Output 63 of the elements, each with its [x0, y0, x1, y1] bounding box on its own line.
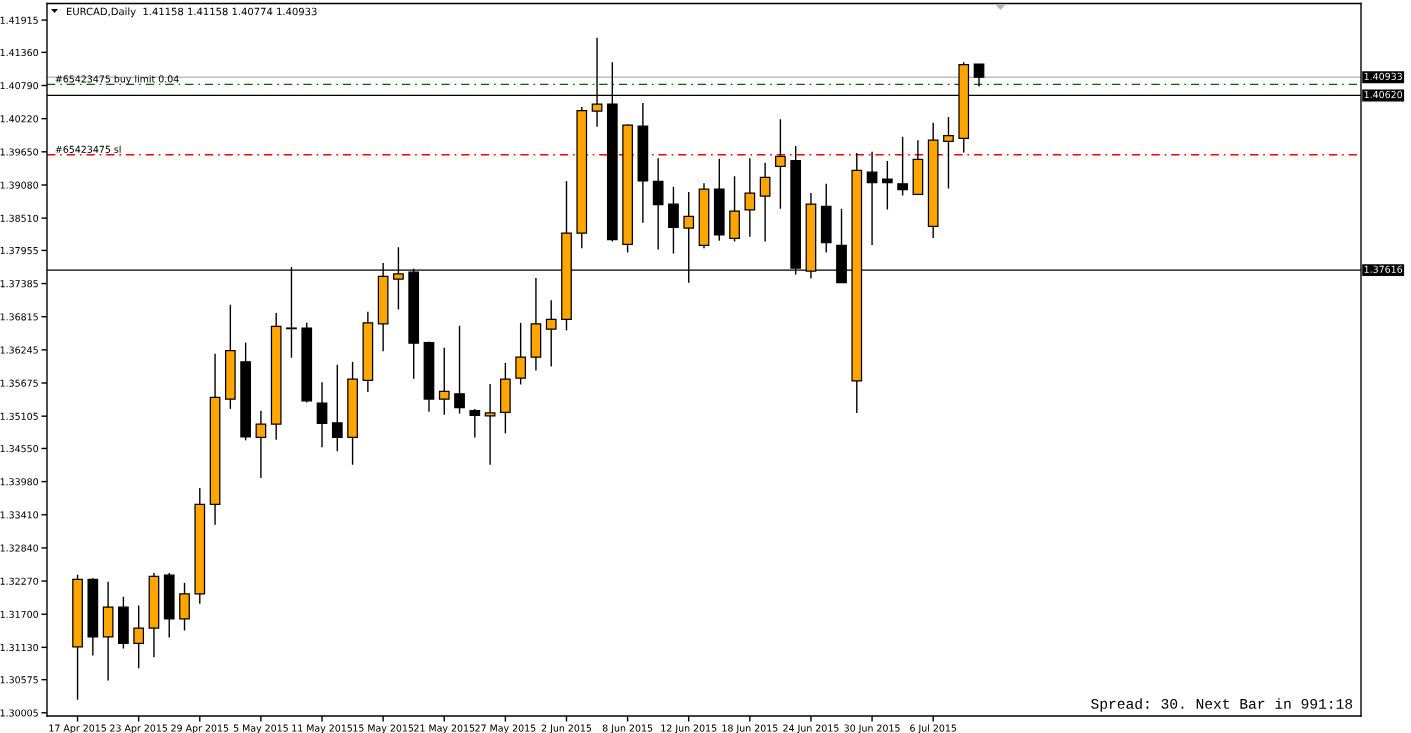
candlestick — [943, 116, 954, 190]
ref-line-label: #65423475 buy limit 0.04 — [55, 75, 179, 85]
y-tick-label: 1.38510 — [0, 214, 39, 222]
candlestick — [973, 63, 985, 88]
y-tick-label: 1.30005 — [0, 709, 38, 717]
x-tick-label: 11 May 2015 — [292, 724, 352, 733]
y-tick-label: 1.35105 — [0, 412, 38, 420]
y-tick-label: 1.30575 — [0, 676, 38, 684]
y-tick-label: 1.40790 — [0, 82, 39, 90]
x-tick-label: 12 Jun 2015 — [661, 724, 717, 733]
candlestick — [484, 383, 496, 466]
candlestick — [515, 322, 527, 386]
x-tick-label: 17 Apr 2015 — [49, 724, 106, 733]
y-tick-label: 1.32840 — [0, 544, 39, 552]
x-tick-label: 2 Jun 2015 — [541, 724, 592, 733]
x-tick-label: 8 Jun 2015 — [602, 724, 653, 733]
candlestick — [881, 160, 893, 211]
x-tick-label: 24 Jun 2015 — [783, 724, 839, 733]
candlestick — [759, 162, 771, 243]
y-tick-label: 1.40220 — [0, 115, 39, 123]
candlestick — [331, 363, 343, 453]
y-tick-label: 1.33410 — [0, 511, 39, 519]
x-tick-label: 30 Jun 2015 — [844, 724, 900, 733]
y-tick-label: 1.37385 — [0, 280, 38, 288]
y-tick-label: 1.33980 — [0, 478, 39, 486]
x-tick-label: 18 Jun 2015 — [722, 724, 778, 733]
y-tick-label: 1.41915 — [0, 16, 38, 24]
y-tick-label: 1.35675 — [0, 379, 38, 387]
chart-title: EURCAD,Daily 1.41158 1.41158 1.40774 1.40933 — [66, 7, 317, 18]
y-tick-label: 1.32270 — [0, 577, 39, 585]
x-tick-label: 23 Apr 2015 — [110, 724, 168, 733]
y-tick-label: 1.36245 — [0, 346, 38, 354]
y-tick-label: 1.36815 — [0, 313, 38, 321]
candlestick — [438, 347, 450, 416]
candlestick — [775, 118, 786, 210]
ref-line-label: 1.40933 — [1364, 72, 1402, 80]
y-tick-label: 1.39650 — [0, 148, 39, 156]
candlestick — [133, 604, 145, 670]
candlestick — [255, 409, 267, 479]
x-tick-label: 6 Jul 2015 — [910, 724, 957, 733]
candlestick — [316, 381, 328, 448]
candlestick — [744, 157, 756, 238]
y-tick-label: 1.34550 — [0, 445, 39, 453]
candlestick — [469, 408, 481, 439]
ref-line-label: #65423475 sl — [55, 145, 121, 153]
ref-line-label: 1.40620 — [1364, 90, 1403, 99]
y-tick-label: 1.39080 — [0, 181, 39, 189]
x-tick-label: 5 May 2015 — [233, 724, 288, 733]
x-tick-label: 15 May 2015 — [353, 724, 414, 733]
candlestick — [652, 157, 664, 251]
y-tick-label: 1.41360 — [0, 48, 39, 57]
x-tick-label: 29 Apr 2015 — [171, 724, 229, 733]
x-tick-label: 21 May 2015 — [414, 724, 475, 733]
x-tick-label: 27 May 2015 — [475, 724, 536, 733]
candlestick — [545, 299, 557, 368]
y-tick-label: 1.31700 — [0, 610, 39, 618]
y-tick-label: 1.31130 — [0, 643, 39, 652]
y-tick-label: 1.37955 — [0, 246, 38, 255]
candlestick — [454, 325, 465, 415]
text: Spread: 30. Next Bar in 991:18 — [1091, 698, 1353, 712]
candlestick — [668, 186, 679, 255]
ref-line-label: 1.37616 — [1364, 265, 1403, 273]
candlestick — [897, 135, 908, 197]
